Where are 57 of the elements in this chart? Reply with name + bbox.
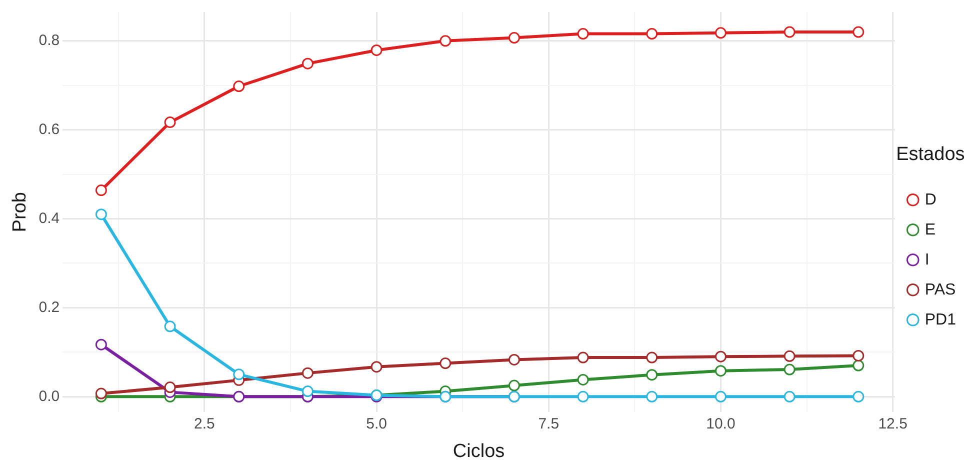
point — [302, 58, 314, 70]
point — [852, 26, 864, 38]
legend-label: I — [924, 251, 930, 268]
point — [852, 390, 864, 402]
x-tick-label: 12.5 — [878, 415, 908, 432]
point — [784, 364, 796, 376]
point — [646, 28, 658, 40]
point — [440, 358, 452, 370]
y-axis-title: Prob — [10, 192, 31, 232]
x-axis-title: Ciclos — [452, 440, 505, 462]
y-tick-label: 0.2 — [38, 298, 60, 316]
y-tick-label: 0.6 — [38, 120, 60, 138]
point — [302, 367, 314, 379]
point — [714, 350, 726, 362]
y-tick-label: 0.0 — [38, 388, 60, 405]
point — [95, 338, 107, 350]
point — [646, 352, 658, 364]
y-tick-label: 0.8 — [38, 32, 60, 50]
point — [164, 382, 176, 394]
point — [508, 32, 520, 44]
x-tick-label: 10.0 — [706, 415, 736, 432]
point — [784, 26, 796, 38]
point — [784, 390, 796, 402]
legend-label: D — [924, 191, 936, 208]
point — [852, 360, 864, 372]
point — [852, 350, 864, 362]
point — [714, 390, 726, 402]
point — [164, 320, 176, 332]
legend-label: PAS — [924, 281, 956, 298]
point — [646, 369, 658, 381]
point — [440, 35, 452, 47]
point — [370, 44, 382, 56]
legend-title: Estados — [896, 144, 965, 165]
point — [233, 368, 245, 380]
x-tick-label: 7.5 — [538, 415, 560, 432]
point — [95, 184, 107, 196]
point — [302, 386, 314, 398]
point — [784, 350, 796, 362]
point — [370, 361, 382, 373]
point — [233, 80, 245, 92]
point — [577, 390, 589, 402]
x-tick-label: 5.0 — [366, 415, 387, 432]
point — [164, 116, 176, 128]
legend-label: PD1 — [924, 311, 956, 328]
point — [95, 388, 107, 400]
point — [577, 28, 589, 40]
point — [508, 380, 520, 392]
legend-label: E — [924, 221, 936, 238]
y-tick-label: 0.4 — [38, 210, 60, 227]
point — [508, 354, 520, 366]
point — [577, 374, 589, 386]
point — [577, 352, 589, 364]
point — [714, 27, 726, 39]
point — [646, 390, 658, 402]
point — [95, 208, 107, 220]
point — [714, 365, 726, 377]
x-tick-label: 2.5 — [194, 415, 215, 432]
